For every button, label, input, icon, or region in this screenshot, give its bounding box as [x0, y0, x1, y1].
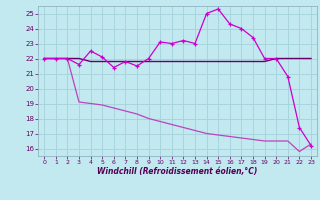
X-axis label: Windchill (Refroidissement éolien,°C): Windchill (Refroidissement éolien,°C) — [97, 167, 258, 176]
